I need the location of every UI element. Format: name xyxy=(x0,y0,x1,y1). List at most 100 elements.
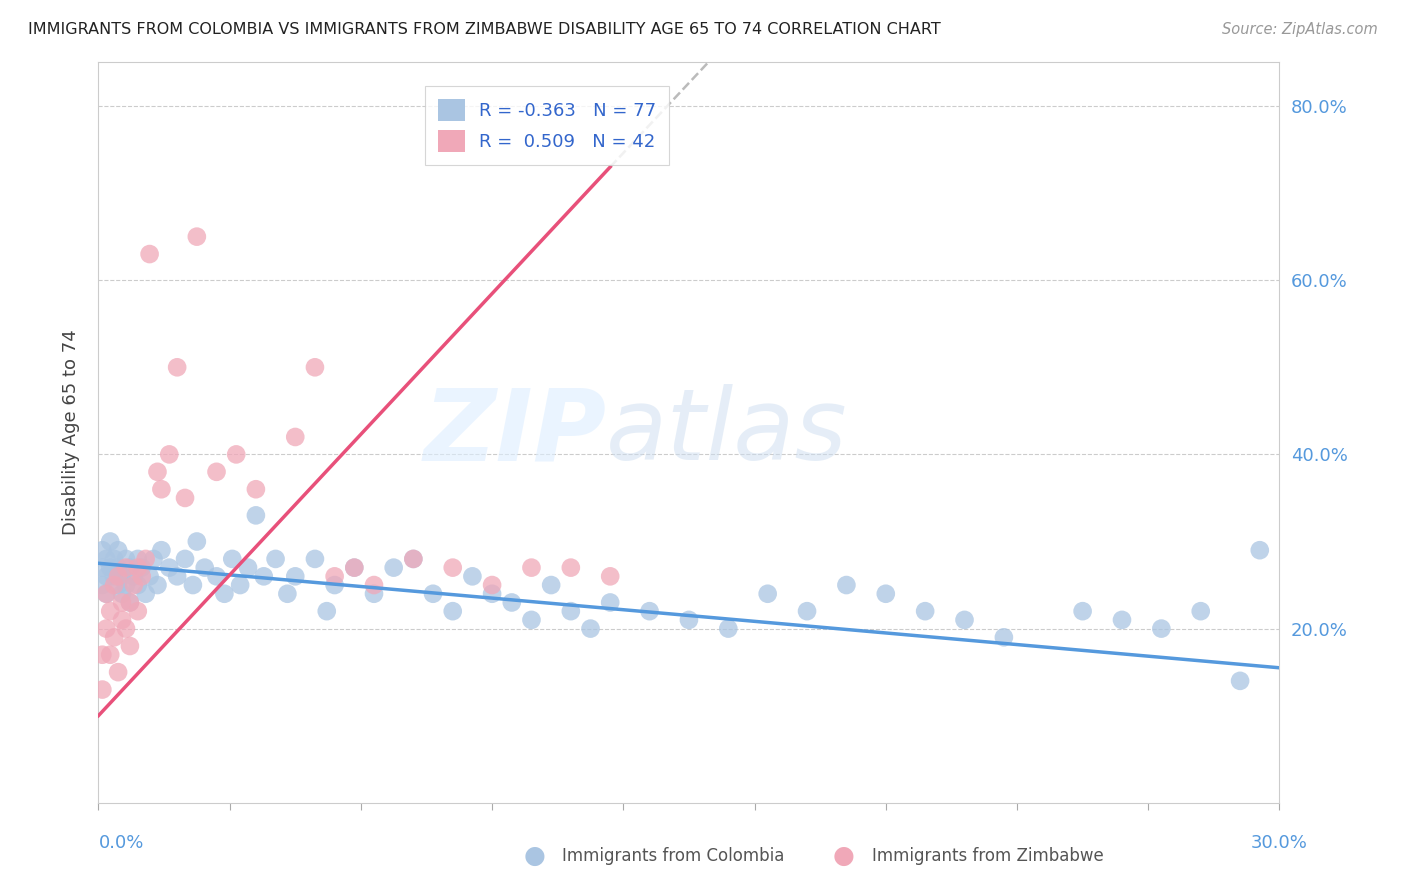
Point xyxy=(96,622,118,636)
Point xyxy=(481,587,503,601)
Point xyxy=(157,560,180,574)
Point xyxy=(599,595,621,609)
Point xyxy=(98,648,121,662)
Point xyxy=(127,604,149,618)
Point xyxy=(107,560,129,574)
Point xyxy=(323,578,346,592)
Point xyxy=(91,682,114,697)
Point xyxy=(111,613,134,627)
Point xyxy=(103,630,125,644)
Point xyxy=(138,569,160,583)
Point xyxy=(363,587,385,601)
Point xyxy=(135,552,157,566)
Point xyxy=(214,587,236,601)
Point xyxy=(111,587,134,601)
Point xyxy=(98,560,121,574)
Point xyxy=(363,578,385,592)
Point xyxy=(107,543,129,558)
Point xyxy=(186,534,208,549)
Point xyxy=(245,508,267,523)
Point xyxy=(98,534,121,549)
Point xyxy=(382,560,405,574)
Point xyxy=(993,630,1015,644)
Point xyxy=(103,552,125,566)
Point xyxy=(91,560,114,574)
Point xyxy=(107,665,129,680)
Text: IMMIGRANTS FROM COLOMBIA VS IMMIGRANTS FROM ZIMBABWE DISABILITY AGE 65 TO 74 COR: IMMIGRANTS FROM COLOMBIA VS IMMIGRANTS F… xyxy=(28,22,941,37)
Point xyxy=(245,482,267,496)
Point xyxy=(174,552,197,566)
Point xyxy=(304,552,326,566)
Point xyxy=(304,360,326,375)
Y-axis label: Disability Age 65 to 74: Disability Age 65 to 74 xyxy=(62,330,80,535)
Point xyxy=(91,648,114,662)
Point xyxy=(284,430,307,444)
Text: 0.0%: 0.0% xyxy=(98,834,143,852)
Point xyxy=(91,543,114,558)
Point xyxy=(1229,673,1251,688)
Point xyxy=(236,560,259,574)
Point xyxy=(253,569,276,583)
Point xyxy=(221,552,243,566)
Text: atlas: atlas xyxy=(606,384,848,481)
Point xyxy=(481,578,503,592)
Point xyxy=(520,560,543,574)
Point xyxy=(157,447,180,461)
Point xyxy=(560,560,582,574)
Point xyxy=(1111,613,1133,627)
Point xyxy=(225,447,247,461)
Point xyxy=(875,587,897,601)
Point xyxy=(127,578,149,592)
Point xyxy=(131,569,153,583)
Text: Source: ZipAtlas.com: Source: ZipAtlas.com xyxy=(1222,22,1378,37)
Point xyxy=(107,578,129,592)
Point xyxy=(174,491,197,505)
Text: Immigrants from Zimbabwe: Immigrants from Zimbabwe xyxy=(872,847,1104,865)
Point xyxy=(115,552,138,566)
Point xyxy=(540,578,562,592)
Point xyxy=(166,360,188,375)
Point xyxy=(96,569,118,583)
Point xyxy=(107,569,129,583)
Point xyxy=(142,552,165,566)
Text: Immigrants from Colombia: Immigrants from Colombia xyxy=(562,847,785,865)
Point xyxy=(1189,604,1212,618)
Point xyxy=(422,587,444,601)
Point xyxy=(914,604,936,618)
Point xyxy=(146,465,169,479)
Point xyxy=(796,604,818,618)
Point xyxy=(835,578,858,592)
Point xyxy=(560,604,582,618)
Text: ●: ● xyxy=(523,845,546,868)
Point xyxy=(118,639,141,653)
Point xyxy=(343,560,366,574)
Point xyxy=(323,569,346,583)
Point xyxy=(96,587,118,601)
Point xyxy=(579,622,602,636)
Point xyxy=(717,622,740,636)
Point xyxy=(150,543,173,558)
Point xyxy=(131,560,153,574)
Text: ZIP: ZIP xyxy=(423,384,606,481)
Point xyxy=(599,569,621,583)
Point xyxy=(953,613,976,627)
Point xyxy=(229,578,252,592)
Point xyxy=(146,578,169,592)
Point xyxy=(98,604,121,618)
Point xyxy=(276,587,298,601)
Point xyxy=(127,560,149,574)
Point xyxy=(1150,622,1173,636)
Point xyxy=(115,622,138,636)
Point xyxy=(1071,604,1094,618)
Point xyxy=(122,578,145,592)
Point xyxy=(264,552,287,566)
Point xyxy=(135,587,157,601)
Point xyxy=(441,560,464,574)
Point xyxy=(1249,543,1271,558)
Point xyxy=(96,552,118,566)
Point xyxy=(402,552,425,566)
Point xyxy=(150,482,173,496)
Point xyxy=(205,569,228,583)
Point xyxy=(127,552,149,566)
Point xyxy=(284,569,307,583)
